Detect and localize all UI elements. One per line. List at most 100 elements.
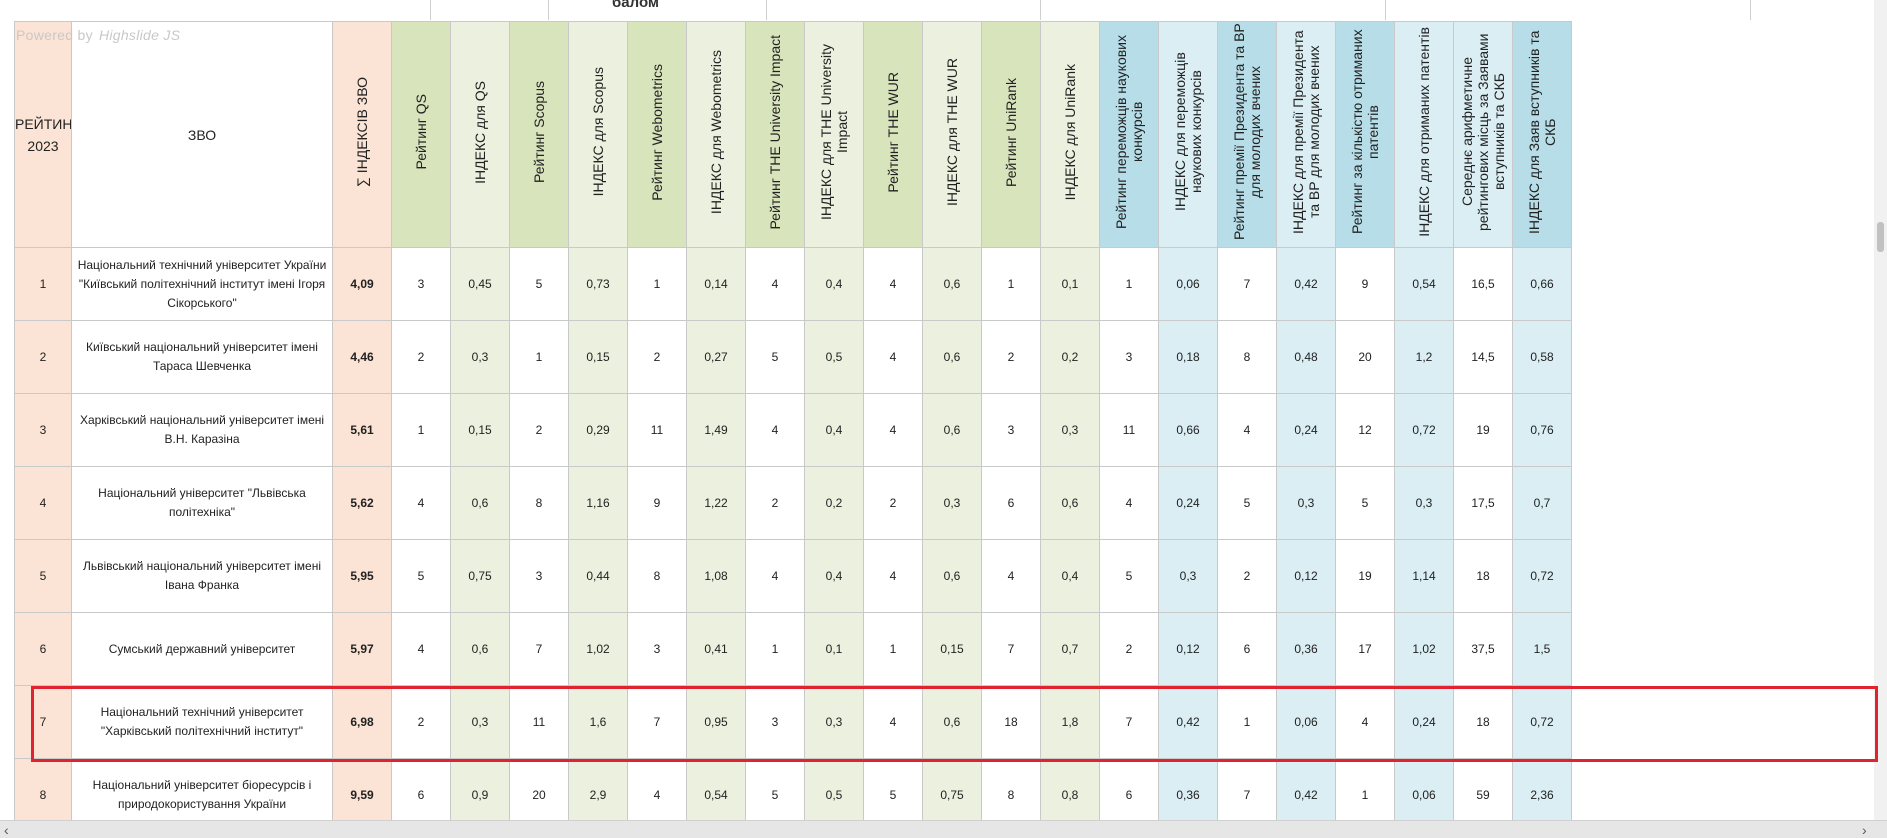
table-body: 1 Національний технічний університет Укра… [14, 247, 1572, 832]
cell-value: 2 [981, 320, 1041, 394]
cell-value: 8 [981, 758, 1041, 832]
cell-university: Київський національний університет імені… [71, 320, 333, 394]
cell-university: Національний університет біоресурсів і п… [71, 758, 333, 832]
cell-value: 0,3 [804, 685, 864, 759]
cell-value: 0,76 [1512, 393, 1572, 467]
vertical-scrollbar[interactable] [1874, 0, 1887, 838]
cell-university: Львівський національний університет імен… [71, 539, 333, 613]
cell-value: 0,3 [1276, 466, 1336, 540]
cell-value: 0,41 [686, 612, 746, 686]
cell-value: 1 [863, 612, 923, 686]
cell-value: 17 [1335, 612, 1395, 686]
cell-value: 4 [1217, 393, 1277, 467]
header-col-text: Рейтинг Scopus [531, 81, 547, 183]
cell-university: Національний технічний університет "Харк… [71, 685, 333, 759]
header-col-9: Рейтинг THE WUR [863, 21, 923, 248]
header-col-5: Рейтинг Webometrics [627, 21, 687, 248]
strip-divider [548, 0, 549, 20]
cell-value: 11 [1099, 393, 1159, 467]
cell-value: 0,4 [804, 393, 864, 467]
powered-by-brand[interactable]: Highslide JS [98, 27, 181, 43]
cell-value: 0,06 [1276, 685, 1336, 759]
cell-value: 0,36 [1158, 758, 1218, 832]
cell-value: 1 [627, 247, 687, 321]
powered-by-label[interactable]: Powered by Highslide JS [16, 27, 180, 43]
cell-sum-index: 5,97 [332, 612, 392, 686]
vertical-scroll-thumb[interactable] [1877, 222, 1884, 252]
cell-value: 1,16 [568, 466, 628, 540]
table-header-row: РЕЙТИНГ 2023 ЗВО ∑ ІНДЕКСІВ ЗВО Рейтинг … [14, 21, 1572, 248]
header-rank-line1: РЕЙТИНГ [15, 115, 72, 132]
cell-value: 0,6 [922, 320, 982, 394]
cell-value: 0,6 [922, 539, 982, 613]
cell-value: 0,75 [922, 758, 982, 832]
cell-value: 5 [391, 539, 451, 613]
cell-value: 6 [981, 466, 1041, 540]
cell-value: 0,75 [450, 539, 510, 613]
cell-value: 0,5 [804, 758, 864, 832]
cell-value: 20 [1335, 320, 1395, 394]
cell-value: 0,6 [1040, 466, 1100, 540]
cell-value: 0,1 [804, 612, 864, 686]
cell-value: 11 [509, 685, 569, 759]
cell-value: 0,3 [1040, 393, 1100, 467]
cell-value: 4 [863, 247, 923, 321]
header-col-3: Рейтинг Scopus [509, 21, 569, 248]
strip-divider [1750, 0, 1751, 20]
cell-value: 3 [391, 247, 451, 321]
header-col-16: ІНДЕКС для премії Президента та ВР для м… [1276, 21, 1336, 248]
cell-value: 1,08 [686, 539, 746, 613]
cell-value: 0,66 [1512, 247, 1572, 321]
header-col-7: Рейтинг THE University Impact [745, 21, 805, 248]
cell-value: 7 [1099, 685, 1159, 759]
cell-value: 3 [627, 612, 687, 686]
cell-value: 4 [863, 320, 923, 394]
cell-university: Національний університет "Львівська полі… [71, 466, 333, 540]
header-col-text: ІНДЕКС для QS [472, 80, 488, 184]
cell-value: 0,3 [1394, 466, 1454, 540]
cell-value: 0,4 [804, 247, 864, 321]
cell-value: 0,54 [1394, 247, 1454, 321]
table-row: 7 Національний технічний університет "Хар… [14, 685, 1572, 759]
scroll-right-icon[interactable]: › [1862, 822, 1867, 838]
cell-value: 0,6 [922, 247, 982, 321]
cell-value: 0,24 [1394, 685, 1454, 759]
cell-value: 0,14 [686, 247, 746, 321]
header-rank: РЕЙТИНГ 2023 [14, 21, 72, 248]
cell-value: 2 [391, 685, 451, 759]
header-col-4: ІНДЕКС для Scopus [568, 21, 628, 248]
header-col-18: ІНДЕКС для отриманих патентів [1394, 21, 1454, 248]
cell-value: 17,5 [1453, 466, 1513, 540]
cell-value: 0,5 [804, 320, 864, 394]
cell-value: 0,3 [1158, 539, 1218, 613]
cell-value: 0,6 [450, 612, 510, 686]
cell-value: 0,66 [1158, 393, 1218, 467]
cell-value: 1,22 [686, 466, 746, 540]
cell-value: 4 [391, 612, 451, 686]
cell-value: 4 [981, 539, 1041, 613]
university-rating-table: РЕЙТИНГ 2023 ЗВО ∑ ІНДЕКСІВ ЗВО Рейтинг … [14, 21, 1572, 832]
cell-value: 1,49 [686, 393, 746, 467]
cell-value: 4 [391, 466, 451, 540]
cell-value: 18 [1453, 685, 1513, 759]
cell-sum-index: 4,46 [332, 320, 392, 394]
cell-value: 11 [627, 393, 687, 467]
table-row: 3 Харківський національний університет ім… [14, 393, 1572, 467]
cell-value: 2 [391, 320, 451, 394]
cell-value: 5 [745, 320, 805, 394]
strip-divider [766, 0, 767, 20]
cell-value: 0,42 [1276, 758, 1336, 832]
scroll-left-icon[interactable]: ‹ [4, 822, 9, 838]
header-sum-index: ∑ ІНДЕКСІВ ЗВО [332, 21, 392, 248]
cell-value: 0,42 [1158, 685, 1218, 759]
cell-value: 4 [863, 685, 923, 759]
strip-divider [1040, 0, 1041, 20]
cell-value: 18 [1453, 539, 1513, 613]
cell-value: 4 [745, 539, 805, 613]
horizontal-scrollbar[interactable]: ‹ › [0, 820, 1887, 838]
cell-sum-index: 5,62 [332, 466, 392, 540]
cell-value: 19 [1335, 539, 1395, 613]
cell-value: 0,72 [1394, 393, 1454, 467]
cell-value: 7 [1217, 247, 1277, 321]
strip-divider [1385, 0, 1386, 20]
